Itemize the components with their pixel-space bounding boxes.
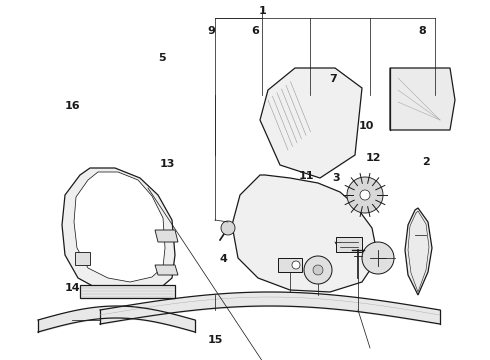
Text: 14: 14: [65, 283, 80, 293]
Polygon shape: [155, 230, 178, 242]
Polygon shape: [292, 261, 300, 269]
Polygon shape: [260, 68, 362, 178]
Polygon shape: [221, 221, 235, 235]
Polygon shape: [74, 172, 165, 282]
Text: 15: 15: [208, 335, 223, 345]
Polygon shape: [313, 265, 323, 275]
Text: 16: 16: [65, 101, 80, 111]
Polygon shape: [347, 177, 383, 213]
Polygon shape: [80, 285, 175, 298]
Polygon shape: [405, 208, 432, 295]
Text: 7: 7: [329, 74, 337, 84]
Text: 13: 13: [160, 159, 175, 169]
Text: 1: 1: [258, 6, 266, 16]
Polygon shape: [232, 175, 378, 292]
Text: 11: 11: [299, 171, 315, 181]
Text: 6: 6: [251, 26, 259, 36]
Polygon shape: [360, 190, 370, 200]
Text: 3: 3: [332, 173, 340, 183]
Polygon shape: [304, 256, 332, 284]
Polygon shape: [278, 258, 302, 272]
Polygon shape: [390, 68, 455, 130]
Polygon shape: [75, 252, 90, 265]
Polygon shape: [62, 168, 175, 295]
Text: 12: 12: [366, 153, 381, 163]
Text: 4: 4: [219, 254, 227, 264]
Text: 10: 10: [359, 121, 374, 131]
Polygon shape: [336, 237, 362, 252]
Polygon shape: [362, 242, 394, 274]
Text: 5: 5: [158, 53, 166, 63]
Text: 9: 9: [208, 26, 216, 36]
Polygon shape: [155, 265, 178, 275]
Text: 8: 8: [418, 26, 426, 36]
Text: 2: 2: [422, 157, 430, 167]
